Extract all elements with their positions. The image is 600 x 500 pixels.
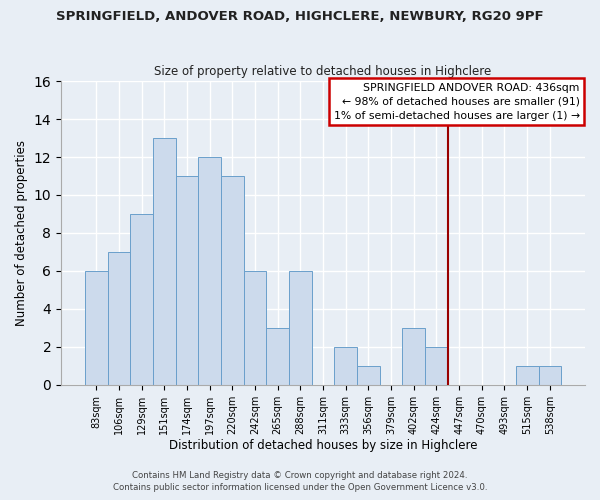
Bar [357,366,380,385]
Bar [107,252,130,385]
Bar [289,271,311,385]
Bar [130,214,153,385]
Text: Contains HM Land Registry data © Crown copyright and database right 2024.
Contai: Contains HM Land Registry data © Crown c… [113,471,487,492]
Bar [516,366,539,385]
Bar [403,328,425,385]
Bar [425,347,448,385]
X-axis label: Distribution of detached houses by size in Highclere: Distribution of detached houses by size … [169,440,477,452]
Bar [334,347,357,385]
Y-axis label: Number of detached properties: Number of detached properties [15,140,28,326]
Bar [244,271,266,385]
Bar [539,366,561,385]
Text: SPRINGFIELD, ANDOVER ROAD, HIGHCLERE, NEWBURY, RG20 9PF: SPRINGFIELD, ANDOVER ROAD, HIGHCLERE, NE… [56,10,544,23]
Bar [221,176,244,385]
Bar [266,328,289,385]
Bar [198,157,221,385]
Bar [153,138,176,385]
Bar [85,271,107,385]
Text: SPRINGFIELD ANDOVER ROAD: 436sqm
← 98% of detached houses are smaller (91)
1% of: SPRINGFIELD ANDOVER ROAD: 436sqm ← 98% o… [334,82,580,120]
Bar [176,176,198,385]
Title: Size of property relative to detached houses in Highclere: Size of property relative to detached ho… [154,66,491,78]
